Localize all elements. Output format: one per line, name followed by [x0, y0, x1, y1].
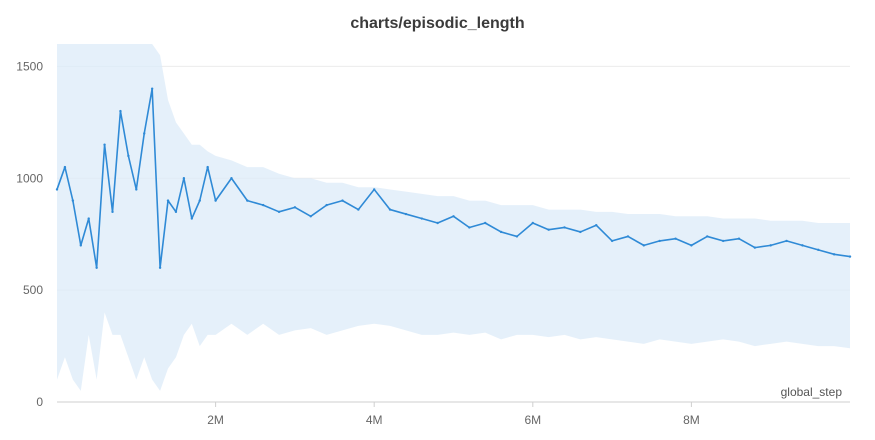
x-tick-label: 2M	[207, 413, 224, 427]
data-point	[230, 177, 233, 180]
data-point	[373, 188, 376, 191]
data-point	[198, 199, 201, 202]
data-point	[341, 199, 344, 202]
data-point	[357, 208, 360, 211]
data-point	[95, 266, 98, 269]
x-axis-label: global_step	[781, 385, 843, 399]
data-point	[150, 87, 154, 90]
data-point	[103, 143, 106, 146]
data-point	[610, 239, 614, 243]
data-point	[214, 199, 217, 202]
data-point	[531, 221, 534, 225]
series-points	[55, 87, 852, 269]
data-point	[246, 199, 249, 202]
data-point	[785, 239, 788, 243]
data-point	[404, 212, 408, 216]
data-point	[801, 244, 804, 247]
series-line	[55, 87, 852, 269]
data-point	[158, 266, 162, 269]
data-point	[769, 244, 772, 247]
data-point	[690, 244, 693, 247]
data-point	[420, 217, 423, 220]
y-tick-label: 500	[23, 283, 43, 297]
chart-title: charts/episodic_length	[350, 15, 525, 32]
data-point	[127, 154, 130, 158]
x-tick-label: 4M	[366, 413, 383, 427]
data-point	[753, 246, 757, 249]
data-point	[515, 235, 519, 238]
data-point	[468, 226, 471, 229]
data-point	[63, 165, 67, 169]
data-point	[135, 188, 138, 191]
data-point	[325, 203, 328, 207]
data-point	[388, 208, 392, 211]
y-tick-label: 0	[36, 395, 43, 409]
data-point	[71, 199, 75, 202]
data-point	[737, 237, 741, 240]
data-point	[547, 228, 550, 231]
data-point	[848, 255, 852, 258]
data-point	[452, 215, 455, 218]
data-point	[143, 132, 146, 135]
data-point	[721, 239, 725, 243]
data-point	[658, 239, 661, 243]
data-point	[674, 237, 677, 240]
data-point	[190, 217, 194, 220]
data-point	[166, 199, 170, 202]
data-point	[277, 210, 281, 214]
data-point	[499, 230, 503, 234]
data-point	[174, 210, 178, 214]
data-point	[119, 109, 122, 113]
data-point	[55, 188, 59, 191]
data-point	[563, 226, 566, 229]
data-point	[579, 230, 582, 234]
axes: 0 500 1000 1500 2M 4M 6M 8M	[16, 59, 850, 427]
data-point	[832, 253, 836, 256]
data-point	[206, 165, 209, 169]
data-point	[642, 244, 646, 247]
y-tick-label: 1500	[16, 59, 43, 73]
data-point	[293, 206, 297, 209]
x-tick-label: 6M	[524, 413, 541, 427]
data-point	[79, 244, 82, 247]
data-point	[706, 235, 709, 238]
y-tick-label: 1000	[16, 171, 43, 185]
x-tick-label: 8M	[683, 413, 700, 427]
data-point	[626, 235, 630, 238]
data-point	[309, 215, 312, 218]
data-point	[111, 210, 114, 214]
data-point	[817, 248, 820, 252]
data-point	[182, 177, 186, 180]
data-point	[87, 217, 90, 220]
data-point	[436, 221, 439, 225]
data-point	[484, 221, 487, 225]
data-point	[595, 224, 598, 227]
data-point	[261, 203, 265, 207]
